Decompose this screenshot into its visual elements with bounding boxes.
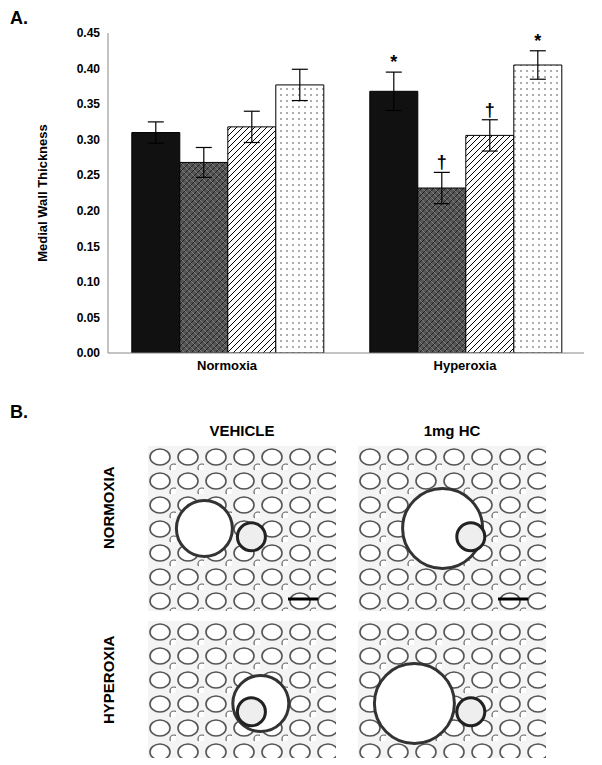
svg-text:Medial Wall Thickness: Medial Wall Thickness [35,124,50,262]
svg-text:0.30: 0.30 [77,133,101,147]
svg-text:0.15: 0.15 [77,240,101,254]
html-text:B.: B. [10,402,28,422]
svg-text:0.25: 0.25 [77,168,101,182]
svg-text:0.40: 0.40 [77,62,101,76]
svg-text:0.05: 0.05 [77,311,101,325]
html-text:VEHICLE: VEHICLE [209,422,275,439]
html-text:1mg HC: 1mg HC [423,422,481,439]
svg-text:0.35: 0.35 [77,97,101,111]
svg-text:†: † [485,100,495,120]
svg-text:0.10: 0.10 [77,275,101,289]
svg-text:Hyperoxia: Hyperoxia [434,358,498,373]
svg-text:0.20: 0.20 [77,204,101,218]
svg-text:*: * [390,52,397,72]
svg-text:0.45: 0.45 [77,26,101,40]
svg-text:Normoxia: Normoxia [197,358,258,373]
html-text:HYPEROXIA: HYPEROXIA [99,635,117,724]
svg-text:0.00: 0.00 [77,346,101,360]
svg-text:*: * [534,31,541,51]
html-text:A.: A. [10,8,28,28]
html-text:NORMOXIA: NORMOXIA [99,466,117,549]
svg-text:†: † [437,152,447,172]
